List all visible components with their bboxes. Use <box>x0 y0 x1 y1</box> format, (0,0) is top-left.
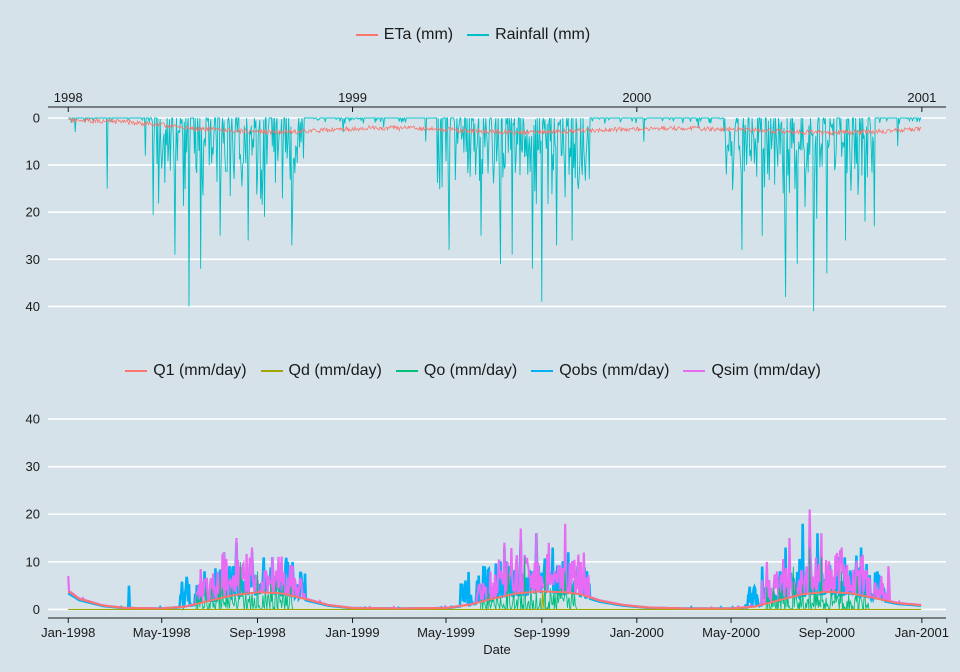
bottom-x-tick-label: Jan-2001 <box>895 625 949 640</box>
top-panel-rainfall-eta: 0 10 20 30 40 1998 1999 2000 2001 <box>26 90 946 314</box>
legend-label-qo: Qo (mm/day) <box>423 362 518 379</box>
legend-label-q1: Q1 (mm/day) <box>153 362 247 379</box>
bottom-x-axis-title: Date <box>483 642 510 657</box>
legend-key-qobs <box>531 370 554 372</box>
series-line-qo <box>68 547 922 612</box>
series-line-eta <box>68 117 922 137</box>
legend-key-eta <box>355 34 378 36</box>
legend-key-qd <box>260 370 283 372</box>
legend-label-eta: ETa (mm) <box>383 26 454 43</box>
bottom-y-tick-label: 10 <box>26 554 40 569</box>
legend-top: ETa (mm) Rainfall (mm) <box>0 26 960 44</box>
bottom-y-tick-label: 0 <box>33 602 40 617</box>
series-line-qd <box>68 592 922 611</box>
legend-item-qobs: Qobs (mm/day) <box>531 362 669 380</box>
bottom-x-tick-label: Jan-1998 <box>41 625 95 640</box>
legend-key-qo <box>395 370 418 372</box>
top-x-tick-label: 1999 <box>338 90 367 105</box>
bottom-x-tick-label: May-2000 <box>702 625 760 640</box>
legend-key-rainfall <box>467 34 490 36</box>
top-y-tick-label: 30 <box>26 252 40 267</box>
bottom-y-tick-label: 40 <box>26 412 40 427</box>
bottom-x-tick-label: Sep-1999 <box>514 625 570 640</box>
bottom-x-tick-label: Jan-1999 <box>325 625 379 640</box>
bottom-y-tick-label: 30 <box>26 459 40 474</box>
top-y-tick-label: 0 <box>33 111 40 126</box>
top-y-tick-label: 40 <box>26 299 40 314</box>
top-x-tick-label: 2000 <box>622 90 651 105</box>
legend-item-q1: Q1 (mm/day) <box>125 362 247 380</box>
top-y-tick-label: 20 <box>26 205 40 220</box>
legend-label-qobs: Qobs (mm/day) <box>559 362 670 379</box>
legend-label-rainfall: Rainfall (mm) <box>495 26 591 43</box>
bottom-panel-discharge: 0 10 20 30 40 Jan-1998 May-1998 Sep-1998 Jan-199… <box>26 412 949 657</box>
top-y-tick-label: 10 <box>26 158 40 173</box>
bottom-x-tick-label: Sep-1998 <box>229 625 285 640</box>
legend-label-qsim: Qsim (mm/day) <box>711 362 821 379</box>
series-line-q1 <box>67 590 922 610</box>
top-x-tick-label: 1998 <box>54 90 83 105</box>
legend-label-qd: Qd (mm/day) <box>288 362 382 379</box>
top-x-tick-label: 2001 <box>907 90 936 105</box>
bottom-x-tick-label: Sep-2000 <box>799 625 855 640</box>
legend-item-qd: Qd (mm/day) <box>260 362 382 380</box>
legend-item-rainfall: Rainfall (mm) <box>467 26 590 44</box>
series-line-rainfall <box>68 116 922 312</box>
legend-key-qsim <box>683 370 706 372</box>
bottom-x-tick-label: May-1999 <box>417 625 475 640</box>
bottom-x-tick-label: Jan-2000 <box>610 625 664 640</box>
legend-item-qsim: Qsim (mm/day) <box>683 362 821 380</box>
bottom-y-tick-label: 20 <box>26 507 40 522</box>
legend-bottom: Q1 (mm/day) Qd (mm/day) Qo (mm/day) Qobs… <box>0 362 960 380</box>
legend-item-qo: Qo (mm/day) <box>395 362 518 380</box>
legend-item-eta: ETa (mm) <box>355 26 454 44</box>
bottom-x-tick-label: May-1998 <box>133 625 191 640</box>
legend-key-q1 <box>125 370 148 372</box>
